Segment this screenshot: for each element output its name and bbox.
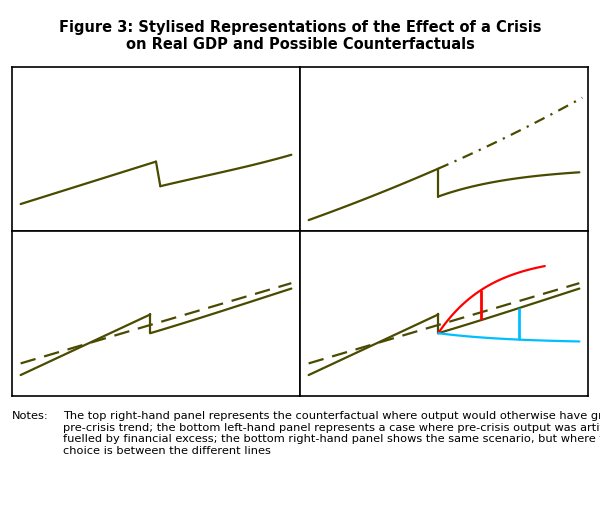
Text: Figure 3: Stylised Representations of the Effect of a Crisis
on Real GDP and Pos: Figure 3: Stylised Representations of th… (59, 20, 541, 52)
Text: The top right-hand panel represents the counterfactual where output would otherw: The top right-hand panel represents the … (63, 411, 600, 456)
Text: Notes:: Notes: (12, 411, 49, 421)
